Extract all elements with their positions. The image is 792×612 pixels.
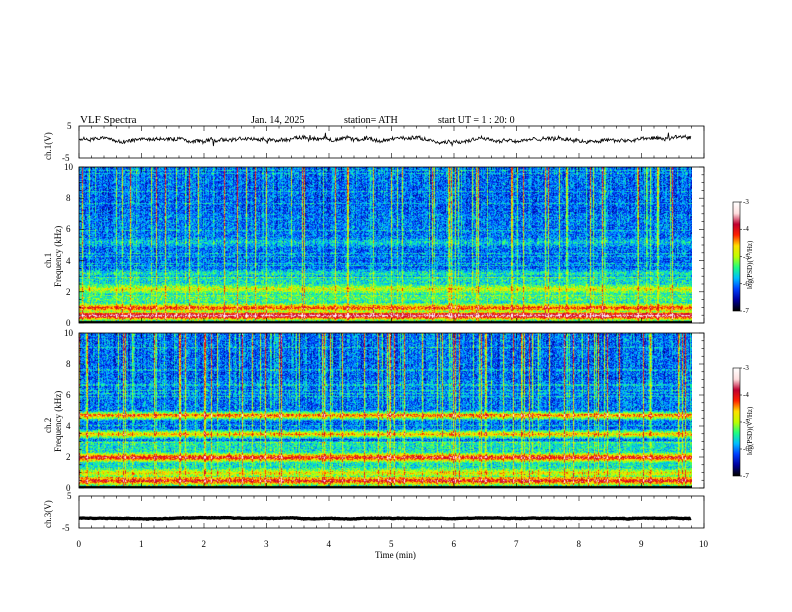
frequency-tick-label: 10 <box>64 328 73 338</box>
frequency-tick-label: 4 <box>66 421 71 431</box>
ch1-waveform-ylabel: ch.1(V) <box>43 132 53 160</box>
spectrogram-ch2-image <box>79 333 692 488</box>
colorbar-1-tick-label: -6 <box>743 279 749 288</box>
time-tick-label: 1 <box>139 539 144 549</box>
x-axis-label: Time (min) <box>375 550 416 560</box>
colorbar-2-tick-label: -6 <box>743 445 749 453</box>
frequency-tick-label: 0 <box>66 483 71 493</box>
time-tick-label: 0 <box>76 539 82 549</box>
time-tick-label: 8 <box>576 539 582 549</box>
time-tick-label: 7 <box>514 539 519 549</box>
ch3-waveform-trace <box>78 515 692 521</box>
colorbar-2-tick-label: -4 <box>743 391 749 399</box>
frequency-tick-label: 8 <box>66 359 71 369</box>
ch2-spectrogram-ylabel-frequency: Frequency (kHz) <box>53 390 63 452</box>
time-tick-label: 2 <box>201 539 207 549</box>
ch1-spectrogram-ylabel-frequency: Frequency (kHz) <box>53 225 63 287</box>
station-label: station= ATH <box>344 115 398 126</box>
ch1-spectrogram-ylabel-channel: ch.1 <box>43 252 53 268</box>
colorbar-1-tick-label: -5 <box>743 252 749 261</box>
colorbar-1-tick-label: -3 <box>743 198 749 206</box>
colorbar-2-tick-label: -5 <box>743 418 749 426</box>
frequency-tick-label: 0 <box>66 318 71 328</box>
frequency-tick-label: 6 <box>66 224 71 235</box>
voltage-tick-label: -5 <box>62 153 70 163</box>
frequency-tick-label: 8 <box>66 193 71 204</box>
frequency-tick-label: 4 <box>66 255 71 266</box>
colorbar-2-tick-label: -7 <box>743 472 749 480</box>
frequency-tick-label: 10 <box>64 162 73 172</box>
ch1-waveform-trace <box>78 132 692 148</box>
time-tick-label: 9 <box>639 539 644 549</box>
colorbar-1-tick-label: -4 <box>743 225 749 234</box>
ch3-waveform-ylabel: ch.3(V) <box>43 500 53 528</box>
voltage-tick-label: 5 <box>67 121 72 131</box>
time-tick-label: 4 <box>326 539 332 549</box>
frequency-tick-label: 6 <box>66 390 71 400</box>
colorbar-2-tick-label: -3 <box>743 364 749 372</box>
frequency-tick-label: 2 <box>66 286 71 297</box>
ch2-spectrogram-ylabel-channel: ch.2 <box>43 417 53 433</box>
colorbar-2 <box>733 368 740 476</box>
time-tick-label: 6 <box>451 539 457 549</box>
colorbar-1 <box>733 202 740 311</box>
voltage-tick-label: 5 <box>67 491 72 501</box>
time-tick-label: 10 <box>699 539 708 549</box>
figure-title: VLF Spectra <box>80 114 137 126</box>
voltage-tick-label: -5 <box>62 523 70 533</box>
date-label: Jan. 14, 2025 <box>251 115 305 126</box>
frequency-tick-label: 2 <box>66 452 71 462</box>
spectrogram-ch1-image <box>79 167 692 323</box>
time-tick-label: 3 <box>264 539 269 549</box>
start-time-label: start UT = 1 : 20: 0 <box>438 115 515 126</box>
time-tick-label: 5 <box>389 539 394 549</box>
colorbar-1-tick-label: -7 <box>743 307 749 315</box>
